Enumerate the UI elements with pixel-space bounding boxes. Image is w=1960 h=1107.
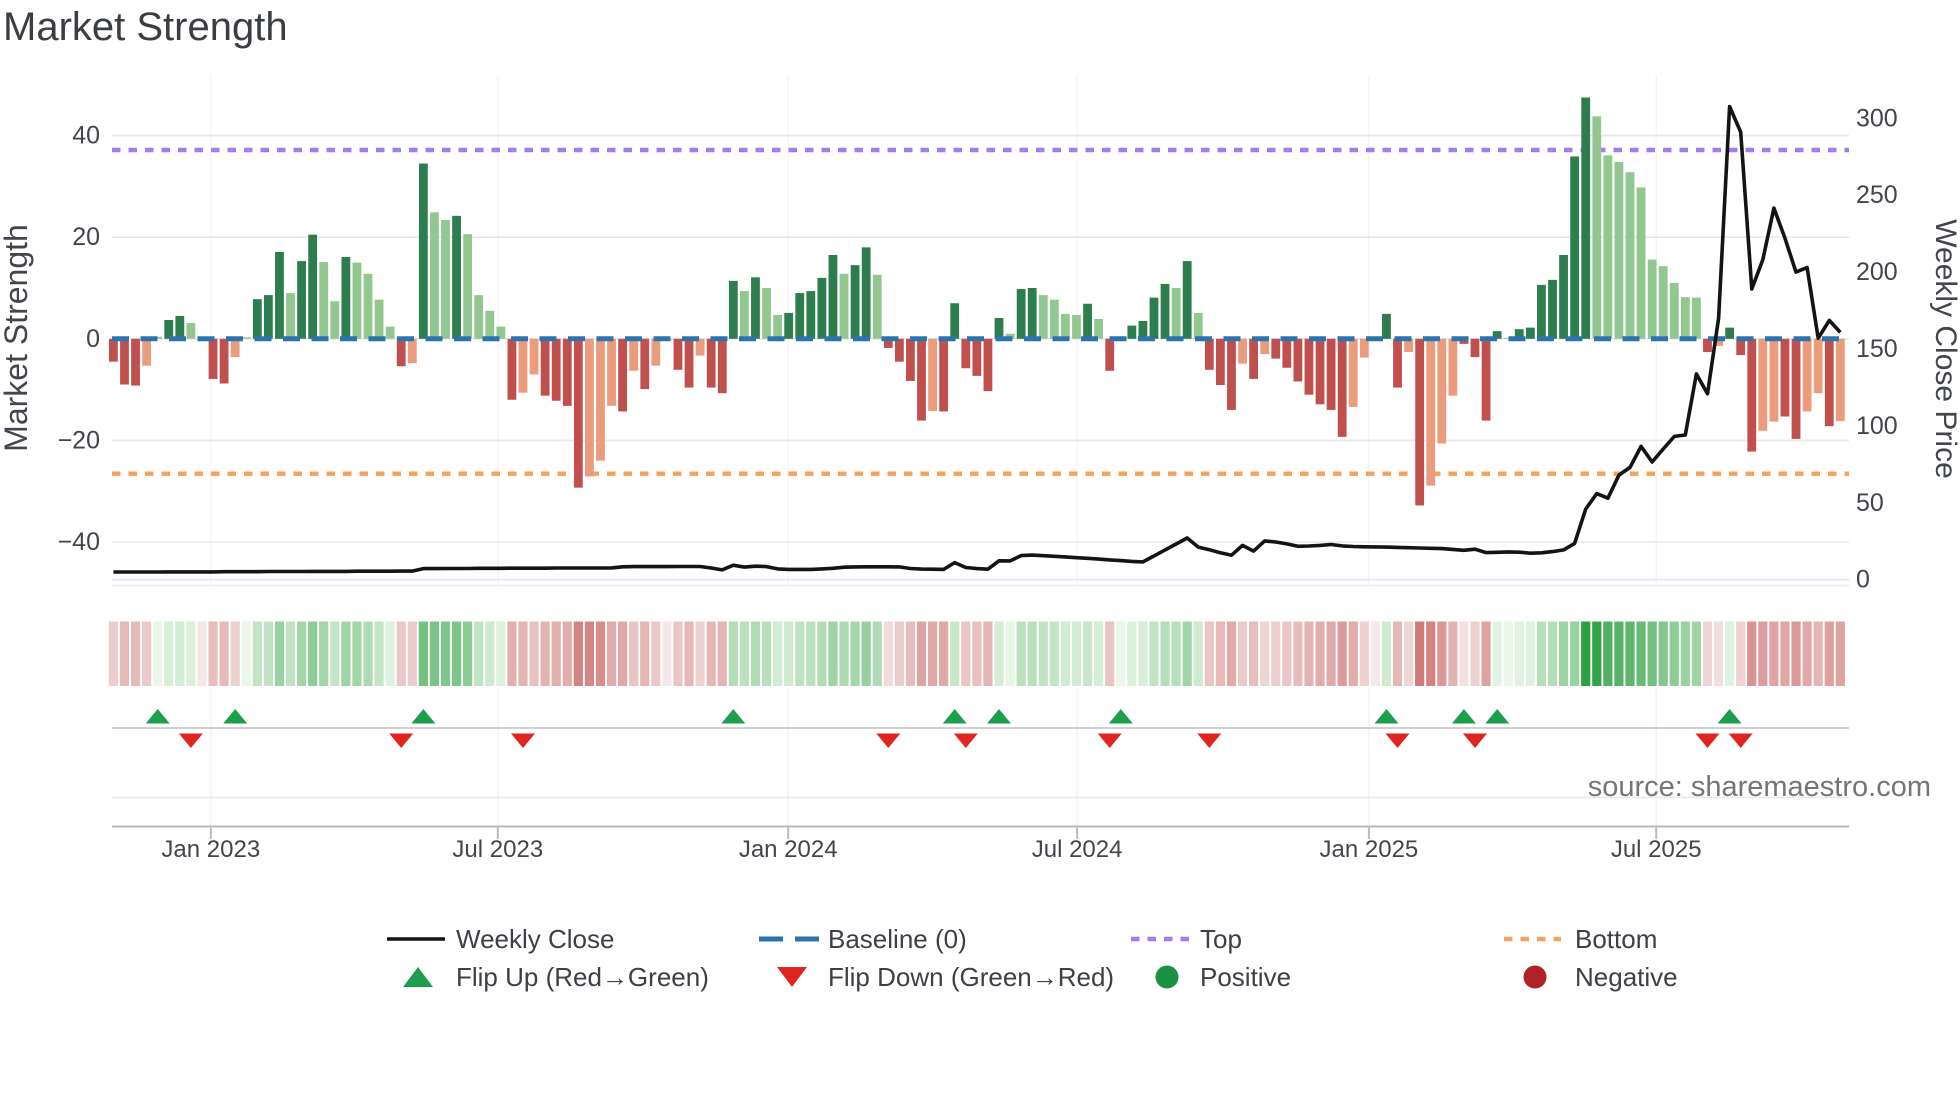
svg-text:Weekly Close Price: Weekly Close Price bbox=[1929, 219, 1960, 479]
svg-text:Baseline (0): Baseline (0) bbox=[828, 924, 967, 954]
svg-text:Weekly Close: Weekly Close bbox=[456, 924, 614, 954]
svg-text:50: 50 bbox=[1856, 489, 1884, 517]
svg-text:150: 150 bbox=[1856, 335, 1898, 363]
svg-text:Jul 2025: Jul 2025 bbox=[1611, 836, 1702, 863]
svg-text:Market Strength: Market Strength bbox=[3, 5, 288, 49]
svg-text:Positive: Positive bbox=[1200, 962, 1291, 992]
svg-text:Jul 2024: Jul 2024 bbox=[1032, 836, 1123, 863]
svg-text:Flip Down (Green→Red): Flip Down (Green→Red) bbox=[828, 962, 1114, 992]
svg-text:Top: Top bbox=[1200, 924, 1242, 954]
svg-text:Jul 2023: Jul 2023 bbox=[452, 836, 543, 863]
svg-text:Jan 2024: Jan 2024 bbox=[739, 836, 838, 863]
svg-text:Market Strength: Market Strength bbox=[0, 224, 34, 452]
svg-text:0: 0 bbox=[86, 325, 100, 353]
svg-text:200: 200 bbox=[1856, 258, 1898, 286]
svg-text:300: 300 bbox=[1856, 104, 1898, 132]
svg-text:−20: −20 bbox=[58, 426, 100, 454]
svg-text:Flip Up (Red→Green): Flip Up (Red→Green) bbox=[456, 962, 709, 992]
svg-text:source: sharemaestro.com: source: sharemaestro.com bbox=[1588, 771, 1931, 803]
svg-text:40: 40 bbox=[72, 122, 100, 150]
svg-text:20: 20 bbox=[72, 223, 100, 251]
svg-text:Negative: Negative bbox=[1575, 962, 1678, 992]
svg-text:250: 250 bbox=[1856, 181, 1898, 209]
svg-text:100: 100 bbox=[1856, 412, 1898, 440]
svg-text:−40: −40 bbox=[58, 528, 100, 556]
svg-text:0: 0 bbox=[1856, 566, 1870, 594]
svg-text:Jan 2025: Jan 2025 bbox=[1320, 836, 1419, 863]
svg-text:Bottom: Bottom bbox=[1575, 924, 1657, 954]
svg-text:Jan 2023: Jan 2023 bbox=[161, 836, 260, 863]
